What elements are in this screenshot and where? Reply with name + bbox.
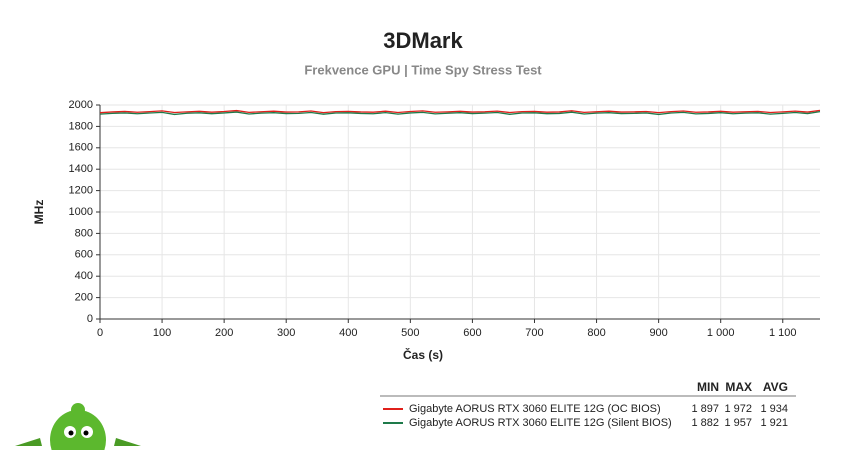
table-cell: 1 957 [724, 417, 752, 429]
x-tick-label: 100 [153, 327, 171, 339]
y-tick-label: 200 [75, 292, 93, 304]
y-tick-label: 2000 [69, 99, 93, 111]
table-cell: 1 972 [724, 403, 752, 415]
table-header: AVG [763, 380, 788, 394]
table-header: MIN [697, 380, 719, 394]
table-cell: 1 921 [760, 417, 788, 429]
y-tick-label: 800 [75, 227, 93, 239]
chart-subtitle: Frekvence GPU | Time Spy Stress Test [304, 62, 542, 77]
x-tick-label: 700 [525, 327, 543, 339]
mascot [15, 403, 141, 450]
table-cell: 1 882 [691, 417, 719, 429]
y-tick-label: 400 [75, 270, 93, 282]
series-line [99, 109, 821, 114]
chart-title: 3DMark [383, 28, 463, 53]
x-tick-label: 1 100 [769, 327, 797, 339]
y-tick-label: 1400 [69, 163, 93, 175]
y-tick-label: 600 [75, 249, 93, 261]
x-tick-label: 600 [463, 327, 481, 339]
legend-label: Gigabyte AORUS RTX 3060 ELITE 12G (Silen… [409, 417, 672, 429]
y-tick-label: 1800 [69, 120, 93, 132]
y-tick-label: 0 [87, 313, 93, 325]
x-axis-label: Čas (s) [403, 347, 443, 362]
x-tick-label: 200 [215, 327, 233, 339]
y-tick-label: 1000 [69, 206, 93, 218]
x-tick-label: 400 [339, 327, 357, 339]
x-tick-label: 900 [649, 327, 667, 339]
table-cell: 1 934 [760, 403, 788, 415]
x-tick-label: 1 000 [707, 327, 735, 339]
y-tick-label: 1600 [69, 142, 93, 154]
legend-label: Gigabyte AORUS RTX 3060 ELITE 12G (OC BI… [409, 403, 661, 415]
x-tick-label: 500 [401, 327, 419, 339]
x-tick-label: 300 [277, 327, 295, 339]
y-tick-label: 1200 [69, 185, 93, 197]
x-tick-label: 800 [587, 327, 605, 339]
table-header: MAX [725, 380, 752, 394]
table-cell: 1 897 [691, 403, 719, 415]
x-tick-label: 0 [97, 327, 103, 339]
series-line [99, 110, 821, 116]
y-axis-label: MHz [32, 200, 46, 225]
